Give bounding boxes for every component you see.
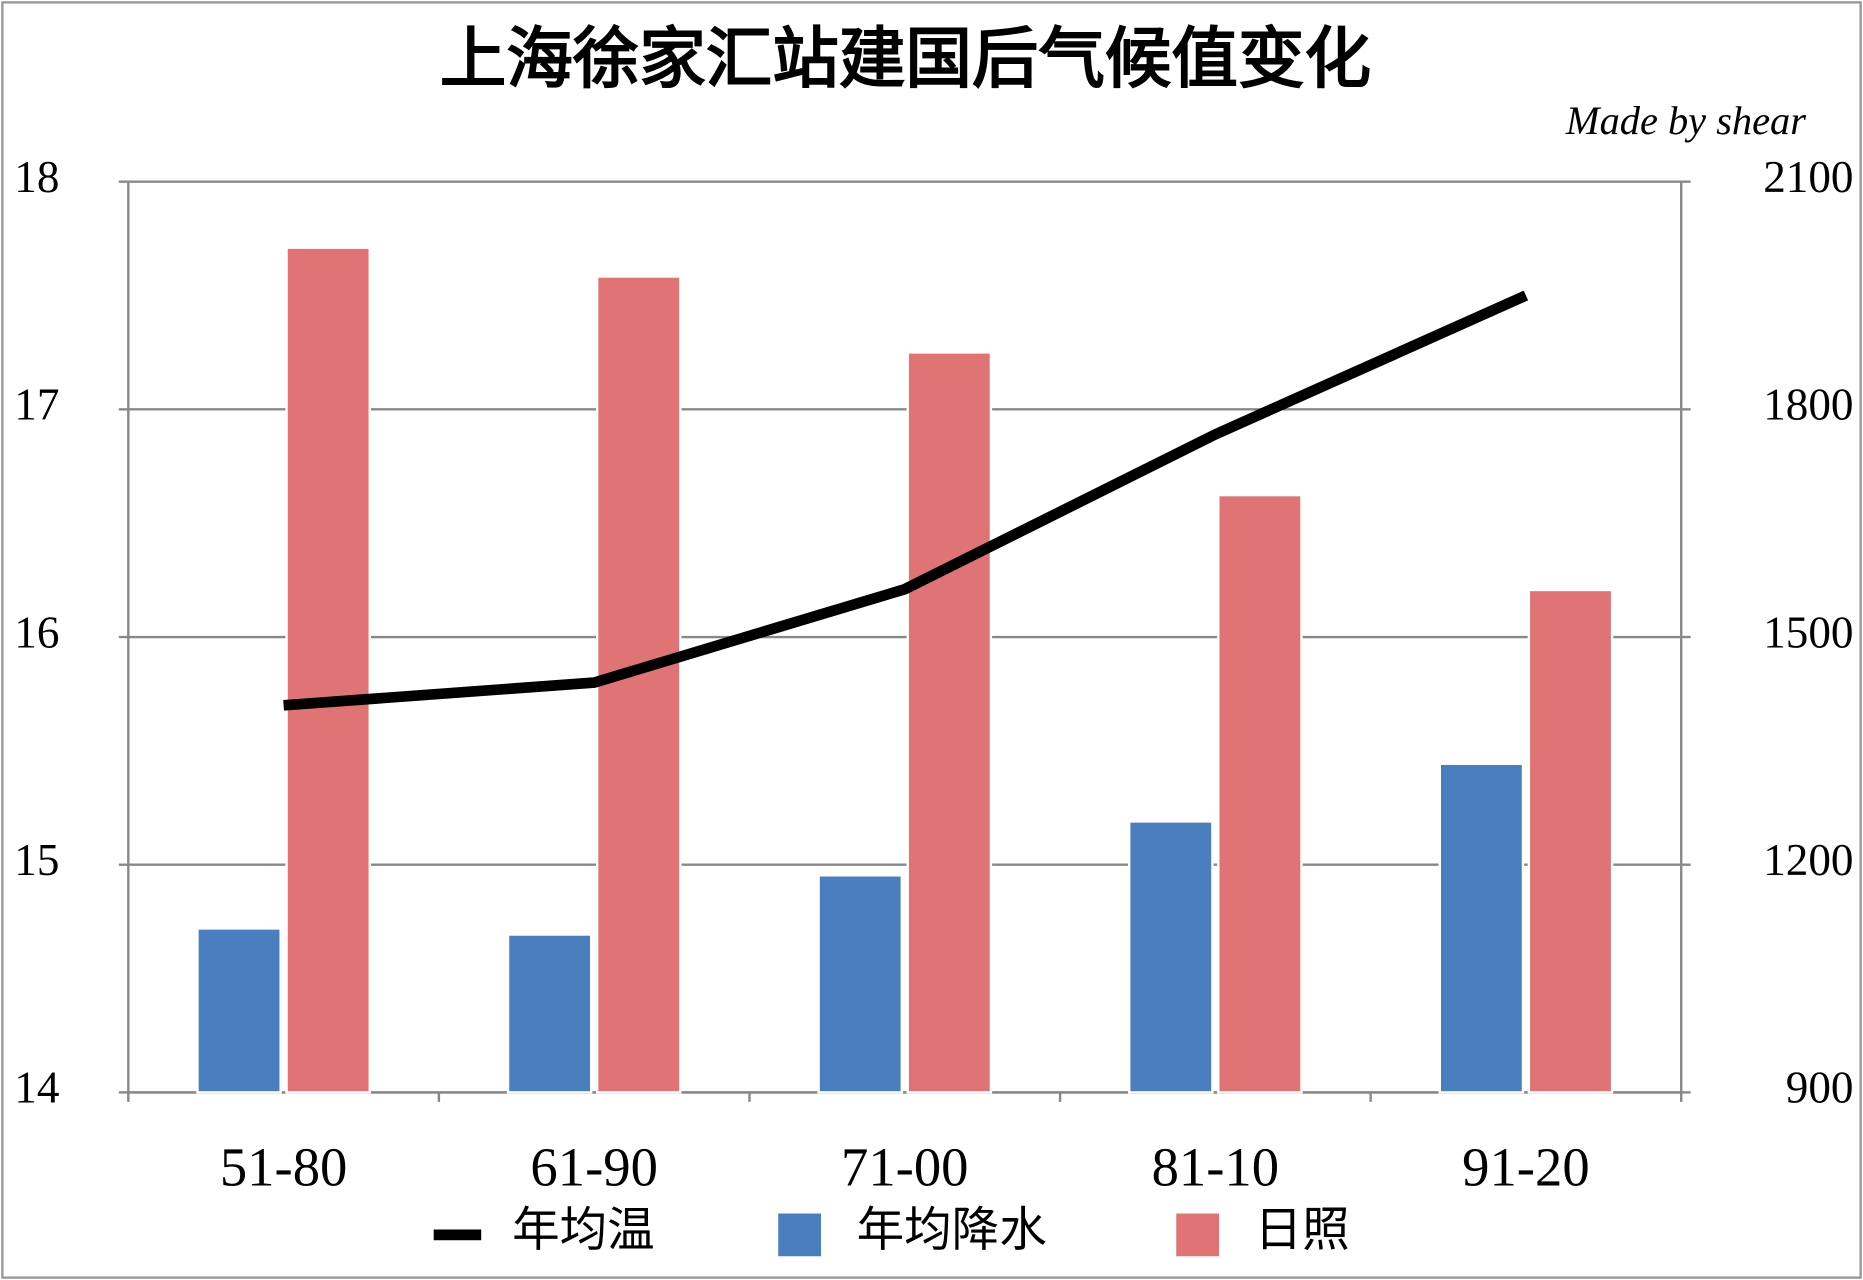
y-tick-label: 16 [14,607,59,657]
bar [1527,588,1614,1094]
bar [595,275,682,1094]
bar [906,351,993,1094]
bar [817,874,903,1094]
x-tick-label: 61-90 [530,1137,657,1198]
bar [285,246,371,1094]
annotation: Made by shear [1565,98,1806,143]
legend-label: 日照 [1255,1205,1350,1257]
bar [506,933,593,1094]
y-tick-label: 14 [14,1063,59,1113]
y-tick-label: 17 [14,380,59,430]
legend-label: 年均温 [512,1205,655,1257]
x-tick-label: 71-00 [841,1137,968,1198]
y2-tick-label: 1500 [1763,607,1853,657]
legend-swatch [1176,1213,1220,1257]
y-tick-label: 15 [14,835,59,885]
bar [1438,762,1525,1094]
x-tick-label: 81-10 [1152,1137,1279,1198]
line [283,290,1529,711]
y-tick-label: 18 [14,152,59,202]
x-tick-label: 51-80 [220,1137,347,1198]
bar [196,927,282,1094]
bar [1128,820,1214,1094]
bar [1217,493,1303,1094]
chart-title: 上海徐家汇站建国后气候值变化 [440,23,1371,97]
legend-swatch [778,1213,822,1257]
y2-tick-label: 1200 [1763,835,1853,885]
y2-tick-label: 2100 [1763,152,1853,202]
x-tick-label: 91-20 [1462,1137,1589,1198]
y2-tick-label: 1800 [1763,380,1853,430]
y2-tick-label: 900 [1786,1063,1854,1113]
legend-label: 年均降水 [857,1205,1047,1257]
